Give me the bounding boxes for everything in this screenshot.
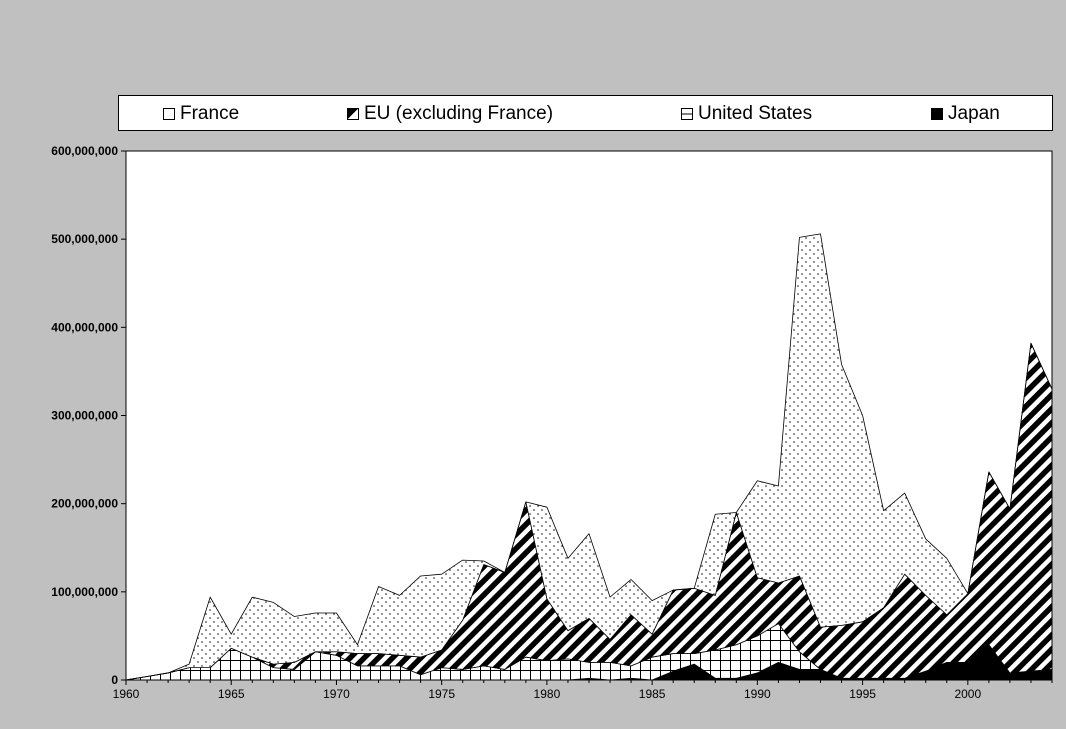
- legend-item-eu: EU (excluding France): [347, 103, 553, 125]
- y-tick-label: 0: [111, 673, 118, 687]
- legend-swatch-eu: [347, 108, 359, 120]
- legend-item-united-states: United States: [681, 103, 812, 125]
- legend-swatch-japan: [931, 108, 943, 120]
- x-tick-label: 2000: [954, 687, 981, 701]
- y-tick-label: 300,000,000: [51, 409, 118, 423]
- y-tick-label: 600,000,000: [51, 144, 118, 158]
- x-tick-label: 1965: [218, 687, 245, 701]
- y-tick-label: 400,000,000: [51, 320, 118, 334]
- legend-item-france: France: [163, 103, 239, 125]
- y-tick-label: 200,000,000: [51, 497, 118, 511]
- legend: France EU (excluding France) United Stat…: [118, 95, 1053, 131]
- x-tick-label: 1985: [639, 687, 666, 701]
- x-tick-label: 1990: [744, 687, 771, 701]
- x-tick-label: 1975: [428, 687, 455, 701]
- y-tick-label: 100,000,000: [51, 585, 118, 599]
- x-tick-label: 1960: [113, 687, 140, 701]
- legend-swatch-france: [163, 108, 175, 120]
- legend-item-japan: Japan: [931, 103, 1000, 125]
- x-tick-label: 1970: [323, 687, 350, 701]
- x-tick-label: 1995: [849, 687, 876, 701]
- legend-label-eu: EU (excluding France): [364, 103, 554, 124]
- y-tick-label: 500,000,000: [51, 232, 118, 246]
- legend-swatch-united-states: [681, 108, 693, 120]
- legend-label-france: France: [180, 103, 240, 124]
- legend-label-united-states: United States: [698, 103, 813, 124]
- x-tick-label: 1980: [534, 687, 561, 701]
- legend-label-japan: Japan: [948, 103, 1000, 124]
